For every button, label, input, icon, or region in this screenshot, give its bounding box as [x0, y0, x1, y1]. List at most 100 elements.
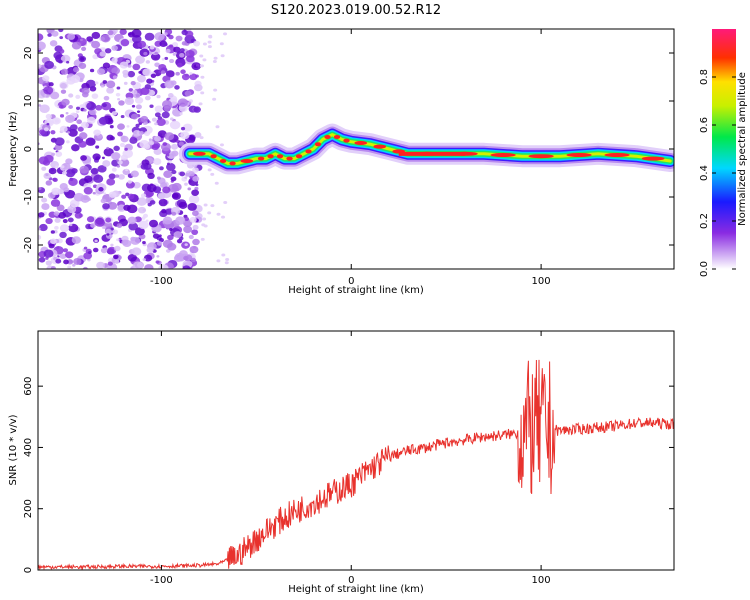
noise-blob	[75, 110, 80, 114]
noise-blob	[219, 143, 224, 147]
noise-blob	[154, 105, 164, 113]
noise-blob	[46, 122, 50, 126]
noise-blob	[117, 97, 121, 101]
ridge-peak	[286, 156, 293, 161]
noise-blob	[54, 137, 65, 146]
noise-blob	[90, 167, 99, 175]
colorbar-tick-label: 0.6	[699, 117, 710, 133]
noise-blob	[43, 249, 54, 258]
spectrogram-xlabel: Height of straight line (km)	[288, 285, 424, 296]
noise-blob	[73, 192, 85, 202]
noise-blob	[199, 136, 204, 140]
noise-blob	[166, 162, 170, 166]
noise-blob	[108, 191, 117, 198]
noise-blob	[118, 174, 125, 180]
noise-blob	[154, 112, 161, 118]
noise-blob	[96, 261, 105, 269]
noise-blob	[102, 62, 111, 69]
noise-blob	[71, 236, 81, 244]
noise-blob	[210, 204, 215, 208]
noise-blob	[146, 78, 153, 84]
noise-blob	[59, 231, 67, 239]
spectrogram-ylabel: Frequency (Hz)	[8, 111, 19, 187]
noise-blob	[115, 92, 121, 97]
noise-blob	[172, 107, 176, 111]
ridge-peak	[210, 154, 217, 159]
noise-region	[38, 29, 230, 269]
noise-blob	[120, 135, 129, 143]
noise-blob	[181, 41, 188, 46]
noise-blob	[136, 164, 142, 169]
noise-blob	[148, 219, 159, 228]
noise-blob	[123, 204, 131, 211]
noise-blob	[50, 266, 56, 269]
noise-blob	[114, 259, 120, 264]
noise-blob	[176, 62, 183, 68]
colorbar-tick-label: 0.2	[699, 213, 710, 229]
noise-blob	[38, 212, 45, 218]
snr-series-line	[38, 359, 674, 570]
noise-blob	[225, 257, 230, 261]
noise-blob	[91, 31, 101, 40]
noise-blob	[183, 255, 189, 261]
noise-blob	[173, 46, 181, 53]
noise-blob	[173, 231, 183, 239]
noise-blob	[120, 114, 125, 119]
noise-blob	[103, 95, 110, 101]
noise-blob	[41, 203, 50, 210]
noise-blob	[76, 106, 81, 110]
noise-blob	[41, 166, 47, 171]
noise-blob	[193, 84, 203, 92]
noise-blob	[156, 176, 161, 180]
y-tick-label: 200	[23, 499, 34, 518]
noise-blob	[111, 57, 118, 63]
x-tick-label: 100	[532, 575, 551, 586]
noise-blob	[156, 94, 161, 99]
noise-blob	[128, 222, 139, 231]
noise-blob	[154, 51, 159, 55]
noise-blob	[58, 212, 67, 219]
noise-blob	[120, 39, 130, 47]
noise-blob	[84, 175, 93, 183]
noise-blob	[51, 187, 61, 196]
noise-blob	[88, 108, 97, 116]
noise-blob	[38, 104, 42, 107]
noise-blob	[130, 81, 136, 86]
noise-blob	[77, 126, 84, 132]
noise-blob	[126, 99, 131, 103]
noise-blob	[62, 218, 68, 224]
noise-blob	[199, 64, 204, 68]
y-tick-label: 10	[23, 95, 34, 108]
noise-blob	[179, 53, 185, 58]
noise-blob	[192, 238, 200, 246]
noise-blob	[59, 36, 64, 40]
noise-blob	[43, 86, 54, 95]
noise-blob	[194, 132, 202, 138]
noise-blob	[175, 35, 183, 42]
noise-blob	[165, 70, 175, 78]
noise-blob	[195, 183, 199, 187]
noise-blob	[208, 35, 213, 39]
noise-blob	[94, 81, 99, 85]
noise-blob	[50, 230, 55, 234]
noise-blob	[132, 261, 144, 269]
noise-blob	[212, 97, 217, 101]
noise-blob	[191, 189, 200, 196]
noise-blob	[169, 228, 173, 232]
noise-blob	[131, 104, 136, 108]
noise-blob	[162, 186, 171, 194]
noise-blob	[143, 143, 151, 150]
noise-blob	[191, 229, 199, 236]
noise-blob	[203, 224, 208, 228]
noise-blob	[83, 186, 93, 195]
noise-blob	[200, 91, 205, 95]
noise-blob	[140, 115, 149, 123]
noise-blob	[106, 233, 110, 236]
noise-blob	[50, 130, 56, 135]
noise-blob	[161, 57, 165, 61]
noise-blob	[86, 116, 96, 124]
noise-blob	[138, 70, 142, 74]
noise-blob	[52, 177, 58, 182]
noise-blob	[106, 87, 115, 94]
noise-blob	[54, 217, 61, 223]
